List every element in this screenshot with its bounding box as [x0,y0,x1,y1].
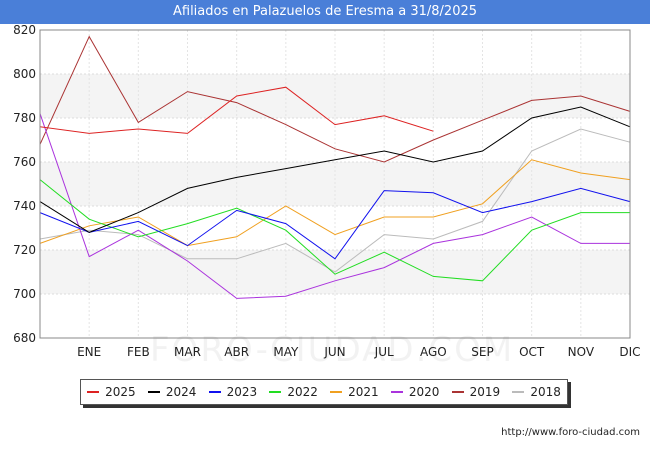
x-tick-label: OCT [519,345,545,359]
y-tick-label: 760 [13,155,36,169]
x-tick-label: ENE [77,345,101,359]
y-tick-label: 740 [13,199,36,213]
y-axis-ticks: 680 700 720 740 760 780 800 820 [13,23,36,345]
legend-swatch [269,391,282,393]
y-tick-label: 780 [13,111,36,125]
legend-label: 2025 [105,385,136,399]
y-tick-label: 700 [13,287,36,301]
legend-label: 2021 [348,385,379,399]
legend: 2025 2024 2023 2022 2021 2020 2019 2018 [80,379,568,405]
legend-swatch [87,391,100,393]
x-tick-label: AGO [420,345,447,359]
legend-swatch [208,391,221,393]
series-line-2019 [39,35,631,163]
source-link[interactable]: http://www.foro-ciudad.com [501,427,640,438]
x-tick-label: ABR [224,345,249,359]
series-line-2024 [39,106,631,233]
y-tick-label: 820 [13,23,36,37]
legend-label: 2022 [287,385,318,399]
x-tick-label: MAR [174,345,201,359]
legend-label: 2023 [226,385,258,399]
x-tick-label: JUN [323,345,345,359]
x-tick-label: DIC [619,345,640,359]
legend-label: 2019 [469,385,501,399]
legend-item-2022: 2022 [269,385,318,399]
y-tick-label: 680 [13,331,36,345]
legend-swatch [512,391,525,393]
x-tick-label: JUL [374,345,394,359]
legend-swatch [451,391,464,393]
legend-label: 2020 [408,385,440,399]
legend-swatch [330,391,343,393]
legend-item-2024: 2024 [147,385,197,399]
x-tick-label: FEB [127,345,150,359]
gridlines [40,29,630,339]
x-tick-label: SEP [471,345,493,359]
legend-item-2023: 2023 [208,385,258,399]
legend-label: 2018 [530,385,561,399]
legend-swatch [147,391,160,393]
y-tick-label: 800 [13,67,36,81]
chart-title: Afiliados en Palazuelos de Eresma a 31/8… [0,0,650,24]
plot-border [39,29,631,339]
legend-item-2019: 2019 [451,385,501,399]
legend-label: 2024 [165,385,197,399]
legend-item-2018: 2018 [512,385,561,399]
legend-item-2025: 2025 [87,385,136,399]
x-tick-label: NOV [568,345,595,359]
x-axis-ticks: ENE FEB MAR ABR MAY JUN JUL AGO SEP OCT NOV DIC [77,345,640,359]
series-line-2018 [39,128,631,273]
series-line-2020 [39,113,630,299]
y-tick-label: 720 [13,243,36,257]
watermark: FORO-CIUDAD.COM [150,330,515,370]
legend-item-2021: 2021 [330,385,379,399]
legend-item-2020: 2020 [390,385,440,399]
series-line-2025 [39,86,434,134]
series-line-2022 [39,179,630,282]
series-line-2021 [39,159,631,247]
series-lines [39,35,631,299]
series-line-2023 [39,187,631,260]
x-tick-label: MAY [273,345,299,359]
legend-swatch [390,391,403,393]
